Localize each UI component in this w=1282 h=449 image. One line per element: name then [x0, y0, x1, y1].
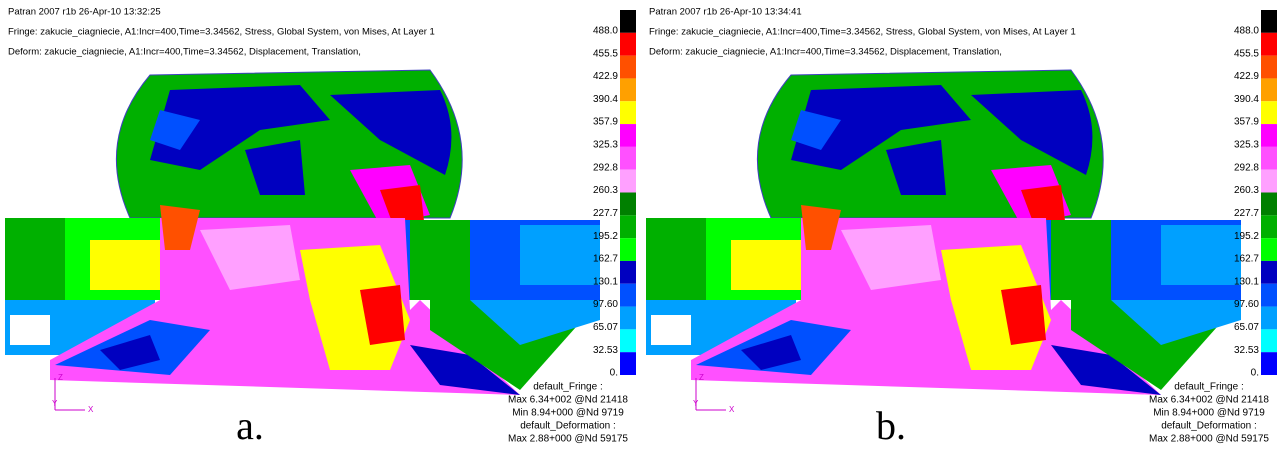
- footer-line: default_Deformation :: [1161, 421, 1257, 432]
- scale-label: 260.3: [593, 185, 618, 196]
- footer-line: Max 6.34+002 @Nd 21418: [508, 395, 628, 406]
- header-line: Fringe: zakucie_ciagniecie, A1:Incr=400,…: [8, 27, 435, 38]
- scale-label: 422.9: [1234, 71, 1259, 82]
- color-swatch: [1261, 215, 1277, 238]
- color-swatch: [1261, 307, 1277, 330]
- axis-label: X: [729, 405, 735, 414]
- scale-label: 32.53: [1234, 345, 1259, 356]
- color-swatch: [1261, 193, 1277, 216]
- contour-plot: [646, 70, 1241, 395]
- footer-line: Max 6.34+002 @Nd 21418: [1149, 395, 1269, 406]
- scale-label: 488.0: [593, 25, 618, 36]
- color-swatch: [620, 193, 636, 216]
- scale-label: 227.7: [1234, 208, 1259, 219]
- scale-label: 97.60: [1234, 299, 1259, 310]
- color-swatch: [1261, 352, 1277, 375]
- color-swatch: [1261, 329, 1277, 352]
- panel-label: a.: [236, 403, 264, 448]
- color-swatch: [620, 261, 636, 284]
- scale-label: 0.: [610, 368, 618, 379]
- footer-line: default_Fringe :: [1174, 382, 1244, 393]
- scale-label: 195.2: [593, 231, 618, 242]
- color-swatch: [620, 284, 636, 307]
- scale-label: 390.4: [1234, 94, 1259, 105]
- color-swatch: [620, 33, 636, 56]
- scale-label: 357.9: [593, 117, 618, 128]
- color-swatch: [1261, 101, 1277, 124]
- color-swatch: [620, 10, 636, 33]
- color-swatch: [620, 147, 636, 170]
- scale-label: 390.4: [593, 94, 618, 105]
- scale-label: 292.8: [1234, 162, 1259, 173]
- figure: Patran 2007 r1b 26-Apr-10 13:32:25 Fringe…: [0, 0, 1282, 449]
- contour-plot: [5, 70, 600, 395]
- color-swatch: [620, 124, 636, 147]
- color-swatch: [620, 101, 636, 124]
- header-line: Patran 2007 r1b 26-Apr-10 13:32:25: [8, 7, 161, 18]
- footer-line: Max 2.88+000 @Nd 59175: [1149, 434, 1269, 445]
- header-line: Deform: zakucie_ciagniecie, A1:Incr=400,…: [649, 47, 1002, 58]
- scale-label: 422.9: [593, 71, 618, 82]
- footer-line: default_Deformation :: [520, 421, 616, 432]
- scale-label: 227.7: [593, 208, 618, 219]
- scale-label: 292.8: [593, 162, 618, 173]
- scale-label: 0.: [1251, 368, 1259, 379]
- scale-label: 65.07: [1234, 322, 1259, 333]
- color-swatch: [1261, 56, 1277, 79]
- header-line: Fringe: zakucie_ciagniecie, A1:Incr=400,…: [649, 27, 1076, 38]
- axis-label: X: [88, 405, 94, 414]
- scale-label: 357.9: [1234, 117, 1259, 128]
- scale-label: 455.5: [593, 48, 618, 59]
- color-swatch: [1261, 78, 1277, 101]
- axis-label: Z: [58, 373, 63, 382]
- color-swatch: [620, 78, 636, 101]
- scale-label: 32.53: [593, 345, 618, 356]
- footer-line: default_Fringe :: [533, 382, 603, 393]
- color-swatch: [1261, 124, 1277, 147]
- panel: Patran 2007 r1b 26-Apr-10 13:32:25 Fringe…: [5, 7, 636, 449]
- color-swatch: [1261, 170, 1277, 193]
- color-swatch: [620, 238, 636, 261]
- scale-label: 97.60: [593, 299, 618, 310]
- scale-label: 195.2: [1234, 231, 1259, 242]
- header-line: Patran 2007 r1b 26-Apr-10 13:34:41: [649, 7, 802, 18]
- scale-label: 162.7: [1234, 254, 1259, 265]
- scale-label: 65.07: [593, 322, 618, 333]
- scale-label: 130.1: [1234, 276, 1259, 287]
- panel: Patran 2007 r1b 26-Apr-10 13:34:41 Fringe…: [646, 7, 1277, 449]
- footer-line: Max 2.88+000 @Nd 59175: [508, 434, 628, 445]
- scale-label: 260.3: [1234, 185, 1259, 196]
- page: {"panels": [ {"header": ["Patran 2007 r1…: [0, 0, 1282, 449]
- axis-label: Y: [693, 399, 699, 408]
- color-swatch: [620, 352, 636, 375]
- footer-line: Min 8.94+000 @Nd 9719: [1153, 408, 1265, 419]
- color-swatch: [1261, 238, 1277, 261]
- scale-label: 325.3: [1234, 140, 1259, 151]
- color-swatch: [1261, 261, 1277, 284]
- scale-label: 162.7: [593, 254, 618, 265]
- color-swatch: [1261, 284, 1277, 307]
- scale-label: 455.5: [1234, 48, 1259, 59]
- color-swatch: [620, 215, 636, 238]
- color-swatch: [620, 307, 636, 330]
- color-swatch: [620, 56, 636, 79]
- panel-label: b.: [876, 403, 906, 448]
- scale-label: 130.1: [593, 276, 618, 287]
- color-swatch: [620, 170, 636, 193]
- color-swatch: [1261, 10, 1277, 33]
- scale-label: 488.0: [1234, 25, 1259, 36]
- scale-label: 325.3: [593, 140, 618, 151]
- axis-label: Y: [52, 399, 58, 408]
- axis-label: Z: [699, 373, 704, 382]
- color-swatch: [1261, 147, 1277, 170]
- header-line: Deform: zakucie_ciagniecie, A1:Incr=400,…: [8, 47, 361, 58]
- color-swatch: [620, 329, 636, 352]
- footer-line: Min 8.94+000 @Nd 9719: [512, 408, 624, 419]
- color-swatch: [1261, 33, 1277, 56]
